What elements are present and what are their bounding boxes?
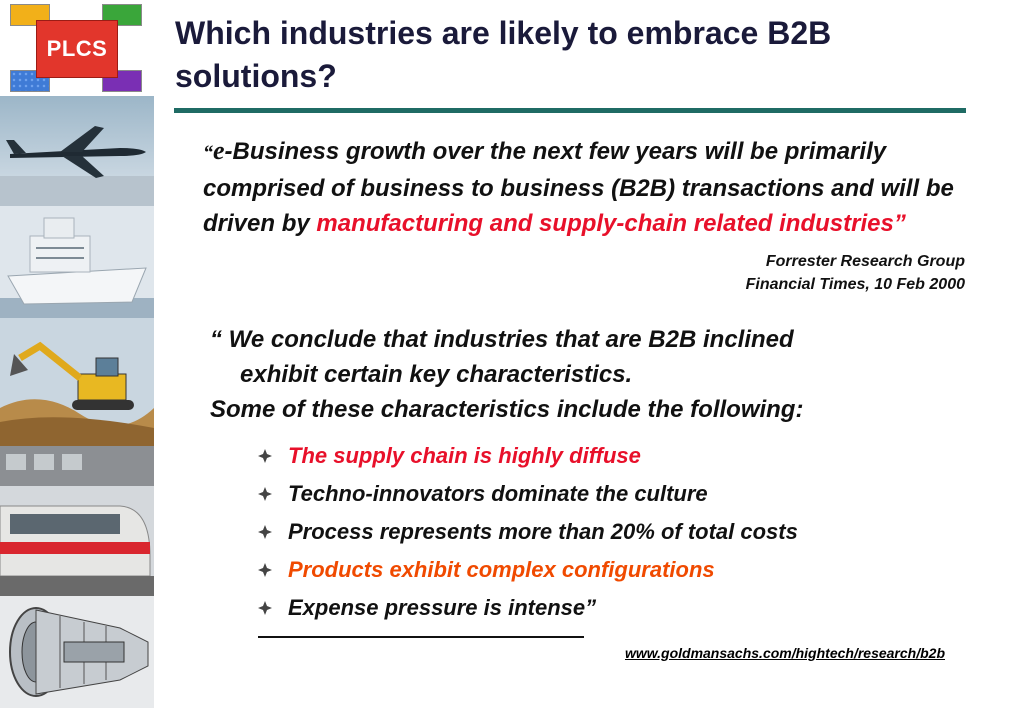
diamond-bullet-icon <box>258 525 288 539</box>
goldman-quote: “ We conclude that industries that are B… <box>210 322 970 427</box>
list-item: Process represents more than 20% of tota… <box>258 513 958 551</box>
bullet-text: Techno-innovators dominate the culture <box>288 481 708 506</box>
quote-source: Forrester Research Group Financial Times… <box>746 250 965 296</box>
quote-text: -Business growth over the next few years… <box>203 138 954 237</box>
ship-image <box>0 206 154 318</box>
forrester-quote: “e-Business growth over the next few yea… <box>203 133 963 241</box>
source-publication: Financial Times, 10 Feb 2000 <box>745 276 965 293</box>
list-item: Products exhibit complex configurations <box>258 551 958 589</box>
bullet-text: Products exhibit complex configurations <box>288 557 715 582</box>
list-item: Expense pressure is intense” <box>258 589 958 627</box>
body-line-1: “ We conclude that industries that are B… <box>210 326 794 353</box>
footnote-divider <box>258 636 584 638</box>
title-divider <box>174 108 966 113</box>
logo-center: PLCS <box>36 20 118 78</box>
train-image <box>0 446 154 596</box>
jet-engine-image <box>0 596 154 708</box>
slide-title: Which industries are likely to embrace B… <box>175 15 832 94</box>
source-link[interactable]: www.goldmansachs.com/hightech/research/b… <box>624 645 945 661</box>
bullet-text: Process represents more than 20% of tota… <box>288 519 798 544</box>
quote-highlight: manufacturing and supply-chain related i… <box>316 210 894 237</box>
bullet-text: The supply chain is highly diffuse <box>288 443 641 468</box>
list-item: Techno-innovators dominate the culture <box>258 475 958 513</box>
diamond-bullet-icon <box>258 563 288 577</box>
body-line-2: exhibit certain key characteristics. <box>240 361 633 388</box>
characteristics-list: The supply chain is highly diffuse Techn… <box>258 437 958 627</box>
quote-open-mark: “ <box>203 142 213 164</box>
quote-close-mark: ” <box>893 210 906 237</box>
plcs-logo: PLCS <box>10 4 142 92</box>
list-item: The supply chain is highly diffuse <box>258 437 958 475</box>
logo-text: PLCS <box>46 36 108 61</box>
source-organization: Forrester Research Group <box>765 253 965 270</box>
excavator-image <box>0 318 154 446</box>
diamond-bullet-icon <box>258 449 288 463</box>
body-line-3: Some of these characteristics include th… <box>210 396 804 423</box>
airplane-image <box>0 96 154 206</box>
industry-image-strip <box>0 96 154 708</box>
diamond-bullet-icon <box>258 601 288 615</box>
quote-e-letter: e <box>213 136 225 165</box>
bullet-text: Expense pressure is intense” <box>288 595 597 620</box>
diamond-bullet-icon <box>258 487 288 501</box>
